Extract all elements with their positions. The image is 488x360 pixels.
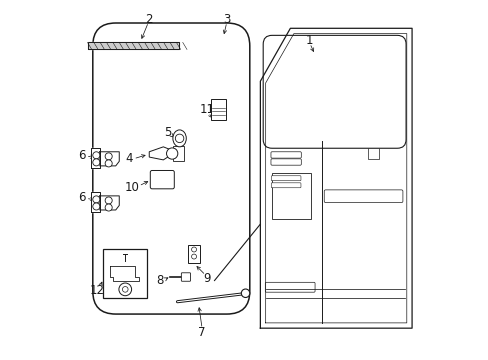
Text: 6: 6 bbox=[78, 191, 85, 204]
FancyBboxPatch shape bbox=[270, 152, 301, 158]
Polygon shape bbox=[100, 196, 119, 210]
Text: 3: 3 bbox=[223, 13, 230, 26]
FancyBboxPatch shape bbox=[263, 35, 405, 148]
Ellipse shape bbox=[173, 130, 186, 147]
Text: 2: 2 bbox=[144, 13, 152, 26]
Circle shape bbox=[105, 153, 112, 160]
FancyBboxPatch shape bbox=[271, 176, 300, 181]
Polygon shape bbox=[149, 147, 172, 160]
Circle shape bbox=[122, 287, 128, 292]
Circle shape bbox=[119, 283, 131, 296]
Text: 12: 12 bbox=[89, 284, 104, 297]
Text: 4: 4 bbox=[125, 152, 132, 165]
Polygon shape bbox=[100, 152, 119, 166]
Circle shape bbox=[105, 160, 112, 167]
Text: 6: 6 bbox=[78, 149, 85, 162]
Circle shape bbox=[93, 196, 100, 203]
FancyBboxPatch shape bbox=[150, 171, 174, 189]
Polygon shape bbox=[109, 266, 139, 280]
Text: 10: 10 bbox=[124, 181, 140, 194]
Circle shape bbox=[105, 204, 112, 211]
Circle shape bbox=[166, 148, 178, 159]
Polygon shape bbox=[91, 192, 100, 212]
Circle shape bbox=[93, 203, 100, 210]
Circle shape bbox=[241, 289, 249, 297]
Circle shape bbox=[191, 254, 196, 259]
Bar bbox=[103, 249, 147, 298]
Bar bbox=[271, 173, 310, 219]
FancyBboxPatch shape bbox=[265, 282, 314, 292]
FancyBboxPatch shape bbox=[181, 273, 190, 281]
Circle shape bbox=[93, 159, 100, 166]
Circle shape bbox=[175, 134, 183, 143]
Circle shape bbox=[93, 152, 100, 159]
Polygon shape bbox=[91, 148, 100, 168]
Circle shape bbox=[191, 247, 196, 252]
Polygon shape bbox=[87, 42, 179, 49]
Text: 1: 1 bbox=[305, 34, 313, 47]
Bar bbox=[173, 147, 183, 161]
Circle shape bbox=[105, 197, 112, 204]
FancyBboxPatch shape bbox=[324, 190, 402, 203]
FancyBboxPatch shape bbox=[271, 183, 300, 188]
Text: 11: 11 bbox=[199, 103, 214, 116]
FancyBboxPatch shape bbox=[270, 159, 301, 165]
Bar bbox=[367, 148, 378, 159]
Text: 8: 8 bbox=[156, 274, 163, 287]
Text: 5: 5 bbox=[163, 126, 171, 139]
Bar bbox=[188, 244, 200, 263]
Bar bbox=[210, 99, 225, 120]
Text: 7: 7 bbox=[198, 326, 205, 339]
Text: 9: 9 bbox=[203, 271, 211, 284]
